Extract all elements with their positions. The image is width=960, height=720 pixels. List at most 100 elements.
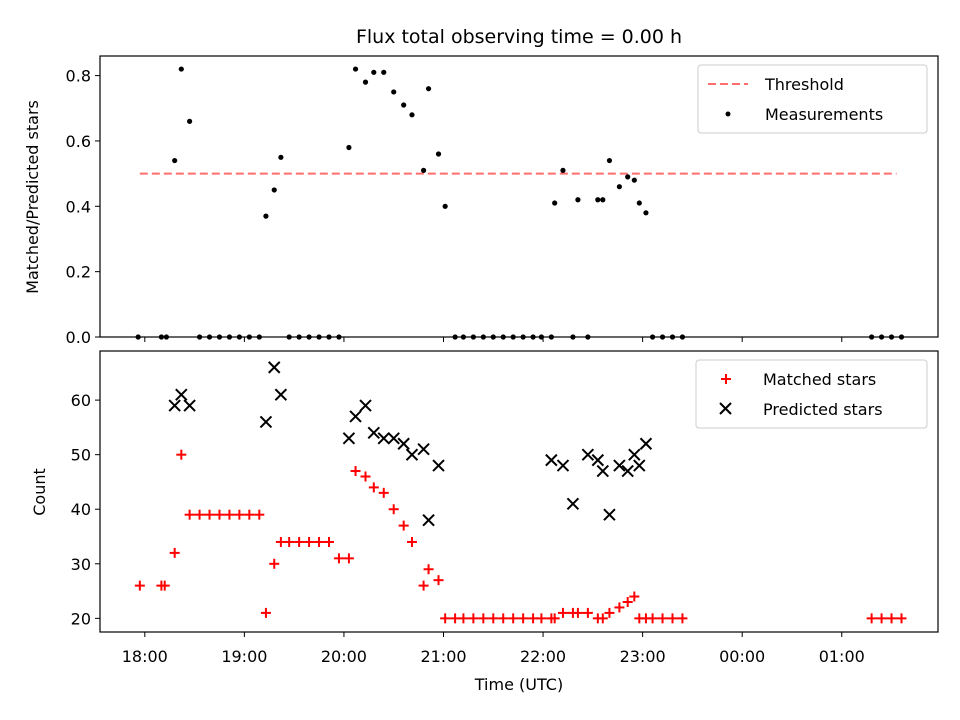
predicted-star-stroke-b [342, 432, 356, 445]
measurement-point [187, 118, 193, 124]
matched-star-marker [582, 607, 593, 618]
predicted-star-stroke-b [377, 432, 390, 445]
predicted-star-stroke-b [628, 448, 641, 461]
matched-star-marker [176, 449, 187, 460]
predicted-star-marker [168, 399, 181, 412]
matched-star-marker [304, 536, 315, 547]
matched-star-marker [488, 613, 499, 624]
bottom-x-ticks: 18:00 19:00 20:00 21:00 22:00 23:00 00:00 01:00 [122, 632, 865, 666]
matched-star-marker [498, 613, 509, 624]
legend-measurement-dot-swatch [725, 111, 731, 117]
x-tick-label: 19:00 [221, 647, 267, 666]
predicted-star-marker [417, 443, 430, 456]
matched-star-marker [629, 591, 640, 602]
measurement-point [420, 167, 427, 173]
measurement-point [346, 144, 352, 151]
predicted-star-stroke-b [268, 361, 281, 374]
measurement-point [401, 102, 407, 108]
bottom-legend: Matched stars Predicted stars [695, 359, 928, 429]
matched-star-marker [184, 509, 195, 520]
matched-star-marker [572, 607, 583, 618]
matched-star-marker [360, 471, 371, 482]
bottom-axes-frame [99, 350, 939, 633]
predicted-star-stroke-b [591, 453, 605, 467]
predicted-star-stroke-b [566, 497, 580, 510]
predicted-star-stroke-b [397, 437, 410, 450]
top-legend-box [697, 64, 928, 134]
predicted-star-marker [566, 497, 580, 510]
predicted-star-marker [175, 388, 188, 401]
matched-star-marker [388, 504, 399, 515]
measurement-point [560, 167, 566, 173]
matched-star-marker [876, 613, 887, 624]
matched-star-marker [423, 564, 434, 575]
matched-star-marker [647, 613, 658, 624]
predicted-star-stroke-b [274, 388, 288, 401]
matched-star-marker [604, 607, 615, 618]
measurement-point [172, 157, 178, 164]
matched-star-marker [458, 613, 469, 624]
predicted-star-marker [591, 453, 605, 467]
matched-star-marker [134, 580, 145, 591]
matched-star-marker [478, 613, 489, 624]
predicted-star-stroke-b [596, 464, 610, 478]
measurement-point [442, 203, 448, 209]
matched-star-marker [194, 509, 205, 520]
bottom-axes: 20 30 40 50 60 18:00 19:00 20:00 21:00 22:00 23:0… [30, 350, 939, 694]
measurement-point [271, 187, 277, 193]
top-y-ticks: 0.0 0.2 0.4 0.6 0.8 [66, 67, 100, 347]
predicted-star-stroke-b [349, 410, 362, 423]
predicted-star-marker [274, 388, 288, 401]
matched-star-marker [657, 613, 668, 624]
measurement-point [595, 197, 601, 203]
matched-star-marker [406, 536, 417, 547]
measurement-point [606, 157, 613, 164]
predicted-star-marker [342, 432, 356, 445]
top-chart-title: Flux total observing time = 0.00 h [356, 26, 682, 48]
predicted-star-marker [628, 448, 641, 461]
matched-star-marker [294, 536, 305, 547]
matched-star-marker [214, 509, 225, 520]
predicted-star-marker [422, 513, 435, 527]
predicted-star-marker [596, 464, 610, 478]
predicted-star-stroke-b [183, 399, 196, 412]
predicted-star-marker [556, 459, 570, 472]
legend-threshold-label: Threshold [764, 75, 844, 94]
y-tick-label: 0.2 [66, 263, 91, 282]
predicted-star-stroke-b [405, 448, 419, 461]
predicted-star-marker [397, 437, 410, 450]
matched-star-marker [667, 613, 678, 624]
matched-star-marker [378, 487, 389, 498]
predicted-star-marker [359, 399, 372, 412]
matched-star-marker [169, 547, 180, 558]
measurement-point [263, 213, 269, 219]
predicted-star-stroke-b [168, 399, 181, 412]
matched-stars-series [134, 449, 907, 624]
top-x-ticks [144, 337, 843, 342]
matched-star-marker [677, 613, 688, 624]
x-tick-label: 01:00 [819, 647, 865, 666]
matched-star-marker [614, 602, 625, 613]
predicted-star-stroke-b [621, 464, 634, 478]
matched-star-marker [323, 536, 334, 547]
matched-star-marker [269, 558, 280, 569]
predicted-star-marker [183, 399, 196, 412]
predicted-star-stroke-b [175, 388, 188, 401]
top-axes-frame [99, 55, 939, 338]
predicted-star-marker [545, 453, 558, 467]
matched-star-marker [234, 509, 245, 520]
measurement-point [425, 86, 432, 92]
predicted-star-stroke-b [613, 459, 626, 472]
y-tick-label: 60 [71, 391, 91, 410]
predicted-star-marker [633, 459, 646, 472]
matched-star-marker [368, 482, 379, 493]
matched-star-marker [508, 613, 519, 624]
measurement-point [362, 79, 369, 85]
predicted-star-stroke-b [545, 453, 558, 467]
predicted-star-marker [349, 410, 362, 423]
matched-star-marker [398, 520, 409, 531]
matched-star-marker [350, 466, 361, 477]
predicted-star-marker [621, 464, 634, 478]
x-tick-label: 18:00 [122, 647, 168, 666]
